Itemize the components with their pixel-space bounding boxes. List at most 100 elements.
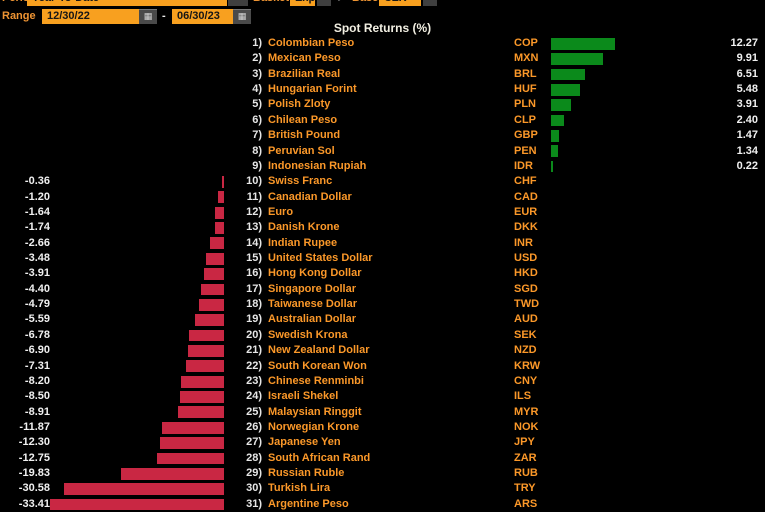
toolbar-row-range: Range 12/30/22 ▦ - 06/30/23 ▦ <box>0 9 765 24</box>
negative-value: -6.90 <box>24 344 50 357</box>
currency-row[interactable]: -12.30 27) Japanese Yen JPY <box>0 435 765 450</box>
currency-row[interactable]: 8) Peruvian Sol PEN 1.34 <box>0 144 765 159</box>
currency-row[interactable]: 6) Chilean Peso CLP 2.40 <box>0 113 765 128</box>
positive-bar <box>551 68 585 81</box>
currency-row[interactable]: -3.91 16) Hong Kong Dollar HKD <box>0 266 765 281</box>
row-rank: 15) <box>246 252 262 265</box>
positive-value: 12.27 <box>730 37 758 49</box>
currency-code: DKK <box>514 221 538 234</box>
range-start-field[interactable]: 12/30/22 <box>42 9 139 24</box>
period-dropdown-button[interactable] <box>228 0 248 6</box>
row-rank: 14) <box>246 236 262 249</box>
negative-bar <box>201 283 224 296</box>
currency-row[interactable]: -19.83 29) Russian Ruble RUB <box>0 466 765 481</box>
currency-row[interactable]: -8.50 24) Israeli Shekel ILS <box>0 389 765 404</box>
currency-code: RUB <box>514 467 538 480</box>
range-end-field[interactable]: 06/30/23 <box>172 9 233 24</box>
negative-bar <box>203 268 224 280</box>
currency-name: Polish Zloty <box>268 98 331 111</box>
row-rank: 29) <box>246 467 262 480</box>
currency-row[interactable]: -1.64 12) Euro EUR <box>0 205 765 220</box>
currency-row[interactable]: -8.91 25) Malaysian Ringgit MYR <box>0 405 765 420</box>
currency-row[interactable]: 9) Indonesian Rupiah IDR 0.22 <box>0 159 765 174</box>
currency-code: EUR <box>514 205 538 218</box>
currency-name: South African Rand <box>268 451 371 464</box>
currency-name: Hong Kong Dollar <box>268 267 362 280</box>
negative-value: -6.78 <box>24 328 50 341</box>
currency-row[interactable]: -12.75 28) South African Rand ZAR <box>0 451 765 466</box>
currency-row[interactable]: -5.59 19) Australian Dollar AUD <box>0 312 765 327</box>
positive-bar <box>551 99 572 112</box>
row-rank: 2) <box>252 52 262 65</box>
chart-title: Spot Returns (%) <box>333 21 432 35</box>
currency-row[interactable]: 1) Colombian Peso COP 12.27 <box>0 36 765 51</box>
currency-name: Japanese Yen <box>268 436 341 449</box>
currency-name: New Zealand Dollar <box>268 344 370 357</box>
currency-row[interactable]: 7) British Pound GBP 1.47 <box>0 128 765 143</box>
base-value: CZK <box>384 0 407 4</box>
row-rank: 8) <box>252 144 262 157</box>
currency-row[interactable]: -30.58 30) Turkish Lira TRY <box>0 481 765 496</box>
row-rank: 22) <box>246 359 262 372</box>
currency-row[interactable]: -8.20 23) Chinese Renminbi CNY <box>0 374 765 389</box>
currency-code: CLP <box>514 113 536 126</box>
currency-row[interactable]: -4.40 17) Singapore Dollar SGD <box>0 282 765 297</box>
calendar-icon[interactable]: ▦ <box>233 9 251 24</box>
base-dropdown-button[interactable] <box>423 0 437 6</box>
positive-value: 1.47 <box>736 129 758 142</box>
currency-code: ZAR <box>514 451 537 464</box>
positive-value: 9.91 <box>736 52 758 65</box>
positive-value: 1.34 <box>736 144 758 157</box>
negative-value: -1.74 <box>24 221 50 234</box>
currency-row[interactable]: -1.74 13) Danish Krone DKK <box>0 220 765 235</box>
currency-name: Hungarian Forint <box>268 83 357 96</box>
currency-row[interactable]: -1.20 11) Canadian Dollar CAD <box>0 190 765 205</box>
currency-row[interactable]: 3) Brazilian Real BRL 6.51 <box>0 67 765 82</box>
currency-code: HUF <box>514 83 537 96</box>
currency-row[interactable]: 2) Mexican Peso MXN 9.91 <box>0 51 765 66</box>
currency-row[interactable]: -4.79 18) Taiwanese Dollar TWD <box>0 297 765 312</box>
period-label: Period <box>2 0 36 6</box>
currency-row[interactable]: -33.41 31) Argentine Peso ARS <box>0 497 765 512</box>
negative-bar <box>187 344 224 357</box>
currency-row[interactable]: -11.87 26) Norwegian Krone NOK <box>0 420 765 435</box>
row-rank: 28) <box>246 451 262 464</box>
base-field[interactable]: CZK <box>379 0 421 6</box>
negative-value: -8.91 <box>24 405 50 418</box>
expand-arrow-icon[interactable]: ➤ <box>337 0 345 6</box>
currency-row[interactable]: -3.48 15) United States Dollar USD <box>0 251 765 266</box>
row-rank: 24) <box>246 390 262 403</box>
basket-dropdown-button[interactable] <box>317 0 331 6</box>
positive-bar <box>551 37 616 50</box>
currency-row[interactable]: -7.31 22) South Korean Won KRW <box>0 359 765 374</box>
currency-row[interactable]: -6.90 21) New Zealand Dollar NZD <box>0 343 765 358</box>
row-rank: 7) <box>252 129 262 142</box>
currency-row[interactable]: -2.66 14) Indian Rupee INR <box>0 236 765 251</box>
currency-row[interactable]: 5) Polish Zloty PLN 3.91 <box>0 97 765 112</box>
positive-bar <box>551 145 558 158</box>
range-end-value: 06/30/23 <box>177 10 220 22</box>
negative-value: -0.36 <box>24 175 50 188</box>
currency-row[interactable]: 4) Hungarian Forint HUF 5.48 <box>0 82 765 97</box>
basket-field[interactable]: Expanded Majors <box>290 0 315 6</box>
currency-name: Singapore Dollar <box>268 282 357 295</box>
currency-row[interactable]: -0.36 10) Swiss Franc CHF <box>0 174 765 189</box>
calendar-icon[interactable]: ▦ <box>139 9 157 24</box>
negative-value: -8.20 <box>24 374 50 387</box>
currency-row[interactable]: -6.78 20) Swedish Krona SEK <box>0 328 765 343</box>
currency-code: NOK <box>514 420 539 433</box>
row-rank: 20) <box>246 328 262 341</box>
currency-code: PLN <box>514 98 536 111</box>
currency-name: Malaysian Ringgit <box>268 405 362 418</box>
row-rank: 9) <box>252 159 262 172</box>
period-field[interactable]: Year-To-Date <box>27 0 227 6</box>
currency-code: AUD <box>514 313 538 326</box>
currency-code: COP <box>514 37 538 49</box>
currency-name: United States Dollar <box>268 252 373 265</box>
currency-name: Chilean Peso <box>268 113 338 126</box>
negative-bar <box>188 329 224 342</box>
positive-bar <box>551 114 564 127</box>
positive-value: 3.91 <box>736 98 758 111</box>
range-label: Range <box>2 10 36 22</box>
currency-code: BRL <box>514 67 537 80</box>
